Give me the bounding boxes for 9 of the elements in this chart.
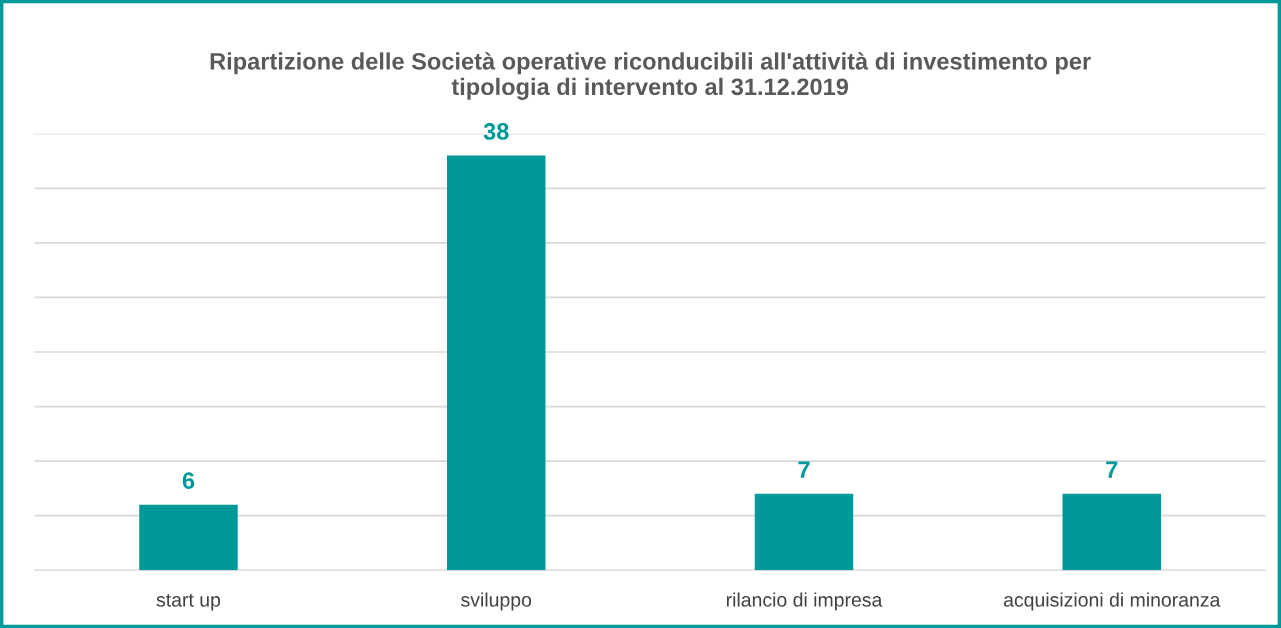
data-label: 38 bbox=[483, 123, 509, 140]
x-tick-label: sviluppo bbox=[461, 592, 532, 611]
chart-title: Ripartizione delle Società operative riconducibili all'attività di investimento per tipologia di intervento al 31.12.2019 bbox=[210, 52, 1091, 100]
data-label: 7 bbox=[798, 461, 810, 478]
x-tick-label: start up bbox=[156, 593, 221, 611]
data-label: 6 bbox=[182, 472, 195, 489]
x-tick-label: rilancio di impresa bbox=[726, 592, 883, 611]
data-label: 7 bbox=[1106, 461, 1118, 478]
x-tick-label: acquisizioni di minoranza bbox=[1003, 592, 1221, 611]
